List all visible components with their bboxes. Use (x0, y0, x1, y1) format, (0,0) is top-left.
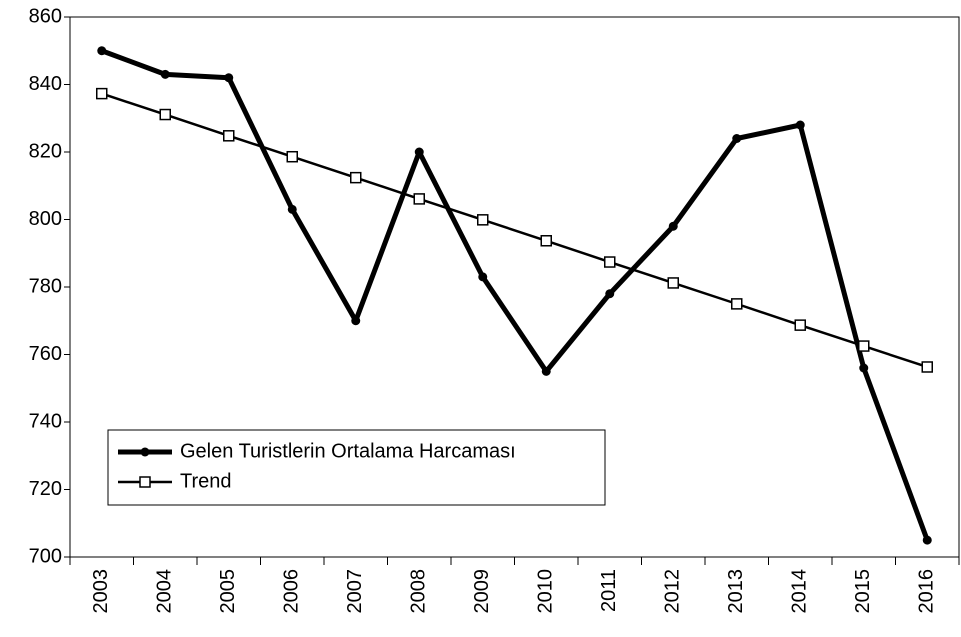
y-tick-label: 820 (29, 140, 62, 162)
point-marker (732, 134, 742, 143)
y-tick-label: 700 (29, 545, 62, 567)
x-tick-label: 2006 (281, 569, 303, 614)
y-tick-label: 740 (29, 410, 62, 432)
point-marker (350, 171, 362, 184)
point-marker (224, 73, 234, 83)
point-marker (859, 363, 869, 373)
x-tick-label: 2013 (725, 569, 747, 614)
point-marker (858, 340, 870, 352)
point-marker (286, 150, 298, 163)
x-tick-label: 2016 (916, 569, 938, 614)
y-tick-label: 780 (29, 275, 62, 297)
x-tick-label: 2004 (154, 569, 176, 614)
legend-marker (139, 476, 151, 488)
point-marker (731, 298, 743, 310)
x-tick-label: 2007 (344, 569, 366, 614)
legend-marker (140, 447, 150, 457)
point-marker (160, 69, 170, 79)
x-tick-label: 2005 (217, 569, 239, 614)
x-tick-label: 2009 (471, 569, 493, 614)
point-marker (413, 193, 425, 205)
series-line (101, 92, 928, 369)
point-marker (795, 120, 805, 130)
x-tick-label: 2011 (598, 569, 620, 612)
point-marker (604, 256, 616, 268)
point-marker (922, 535, 932, 545)
point-marker (477, 214, 489, 226)
point-marker (414, 147, 424, 157)
point-marker (794, 319, 806, 331)
y-tick-label: 760 (29, 343, 62, 365)
y-tick-label: 800 (29, 208, 62, 230)
point-marker (540, 235, 552, 247)
point-marker (478, 272, 488, 282)
x-tick-label: 2010 (535, 569, 557, 614)
legend-label: Trend (180, 470, 232, 492)
x-tick-label: 2015 (852, 569, 874, 614)
x-tick-label: 2003 (90, 569, 112, 614)
point-marker (223, 130, 235, 142)
point-marker (287, 204, 297, 214)
y-tick-label: 720 (29, 478, 62, 500)
y-tick-label: 860 (29, 5, 62, 27)
legend: Gelen Turistlerin Ortalama Harcaması Tren… (107, 429, 606, 506)
point-marker (96, 87, 108, 100)
legend-label: Gelen Turistlerin Ortalama Harcaması (180, 440, 516, 462)
point-marker (97, 46, 107, 56)
point-marker (605, 289, 615, 299)
point-marker (159, 108, 171, 121)
point-marker (541, 366, 551, 376)
point-marker (351, 316, 361, 326)
x-tick-label: 2008 (408, 569, 430, 614)
point-marker (921, 361, 933, 373)
legend-box (107, 429, 606, 506)
series-line (100, 48, 930, 541)
point-marker (668, 221, 678, 231)
y-tick-label: 840 (29, 73, 62, 95)
x-tick-label: 2014 (789, 569, 811, 614)
x-tick-label: 2012 (662, 569, 684, 614)
point-marker (667, 277, 679, 289)
